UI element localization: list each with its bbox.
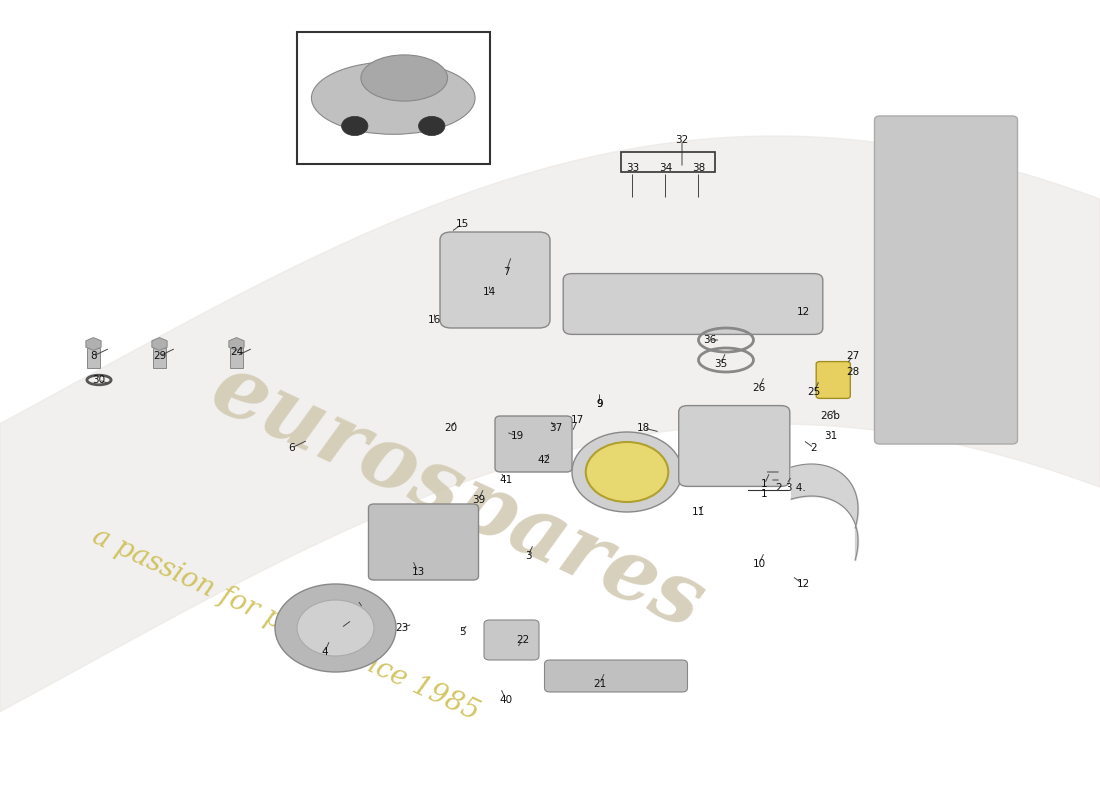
Bar — [87, 348, 100, 368]
Text: 27: 27 — [846, 351, 859, 361]
Bar — [230, 348, 243, 368]
Text: 34: 34 — [659, 163, 672, 173]
Text: 25: 25 — [807, 387, 821, 397]
Text: 30: 30 — [92, 375, 106, 385]
Text: 29: 29 — [153, 351, 166, 361]
Text: 28: 28 — [846, 367, 859, 377]
Text: 39: 39 — [472, 495, 485, 505]
Text: 17: 17 — [571, 415, 584, 425]
Text: 6: 6 — [288, 443, 295, 453]
Text: 12: 12 — [796, 579, 810, 589]
Text: 21: 21 — [593, 679, 606, 689]
Text: 9: 9 — [596, 399, 603, 409]
FancyBboxPatch shape — [484, 620, 539, 660]
Text: 15: 15 — [455, 219, 469, 229]
Text: 1: 1 — [761, 490, 768, 499]
Bar — [153, 348, 166, 368]
Text: 38: 38 — [692, 163, 705, 173]
Text: 8: 8 — [90, 351, 97, 361]
Text: 14: 14 — [483, 287, 496, 297]
Text: 35: 35 — [714, 359, 727, 369]
Circle shape — [419, 116, 444, 135]
Text: 36: 36 — [703, 335, 716, 345]
Text: 4: 4 — [321, 647, 328, 657]
Text: 31: 31 — [824, 431, 837, 441]
FancyBboxPatch shape — [874, 116, 1018, 444]
Circle shape — [341, 116, 367, 135]
FancyBboxPatch shape — [440, 232, 550, 328]
Text: 37: 37 — [549, 423, 562, 433]
Text: 9: 9 — [596, 399, 603, 409]
Text: 19: 19 — [510, 431, 524, 441]
Text: 10: 10 — [752, 559, 766, 569]
FancyBboxPatch shape — [679, 406, 790, 486]
Circle shape — [275, 584, 396, 672]
Ellipse shape — [585, 442, 669, 502]
Text: 11: 11 — [692, 507, 705, 517]
Text: 2: 2 — [811, 443, 817, 453]
Text: 1: 1 — [761, 479, 768, 489]
Text: eurospares: eurospares — [198, 346, 717, 646]
Bar — [621, 152, 715, 172]
Text: 40: 40 — [499, 695, 513, 705]
Text: 20: 20 — [444, 423, 458, 433]
Ellipse shape — [311, 62, 475, 134]
Ellipse shape — [361, 55, 448, 101]
Text: 23: 23 — [395, 623, 408, 633]
FancyBboxPatch shape — [816, 362, 850, 398]
Text: 7: 7 — [503, 267, 509, 277]
Text: 41: 41 — [499, 475, 513, 485]
Text: a passion for parts since 1985: a passion for parts since 1985 — [88, 522, 483, 726]
Text: 2 3 4.: 2 3 4. — [776, 483, 805, 493]
Text: 22: 22 — [516, 635, 529, 645]
Text: 5: 5 — [459, 627, 465, 637]
FancyBboxPatch shape — [544, 660, 688, 692]
Text: 33: 33 — [626, 163, 639, 173]
Text: 24: 24 — [230, 347, 243, 357]
FancyBboxPatch shape — [563, 274, 823, 334]
Circle shape — [297, 600, 374, 656]
Text: 26: 26 — [752, 383, 766, 393]
FancyBboxPatch shape — [368, 504, 478, 580]
Text: 12: 12 — [796, 307, 810, 317]
Text: 26b: 26b — [821, 411, 840, 421]
Text: 16: 16 — [428, 315, 441, 325]
FancyBboxPatch shape — [495, 416, 572, 472]
Text: 18: 18 — [637, 423, 650, 433]
Text: 3: 3 — [525, 551, 531, 561]
Text: 42: 42 — [538, 455, 551, 465]
Text: 13: 13 — [411, 567, 425, 577]
Ellipse shape — [572, 432, 682, 512]
Text: 32: 32 — [675, 135, 689, 145]
Bar — [297, 32, 490, 164]
